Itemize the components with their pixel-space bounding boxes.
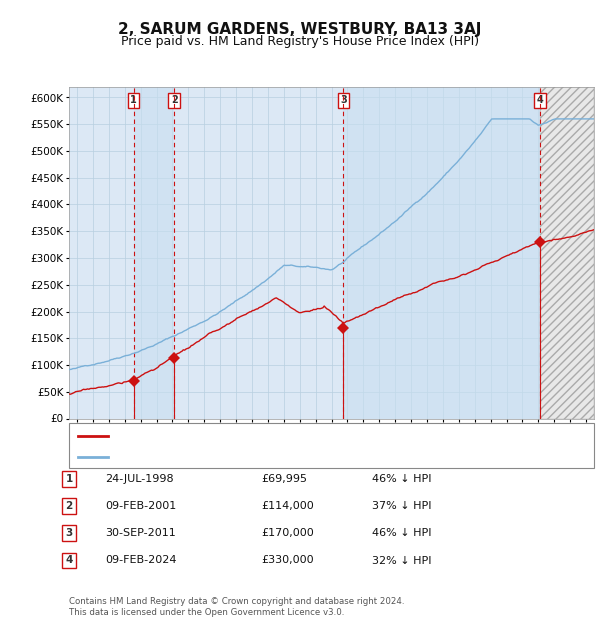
Text: 2: 2 [65, 501, 73, 511]
Text: HPI: Average price, detached house, Wiltshire: HPI: Average price, detached house, Wilt… [113, 452, 352, 462]
Text: Price paid vs. HM Land Registry's House Price Index (HPI): Price paid vs. HM Land Registry's House … [121, 35, 479, 48]
Text: 46% ↓ HPI: 46% ↓ HPI [372, 474, 431, 484]
Text: 1: 1 [65, 474, 73, 484]
Text: 2: 2 [171, 95, 178, 105]
Text: 24-JUL-1998: 24-JUL-1998 [105, 474, 173, 484]
Text: £170,000: £170,000 [261, 528, 314, 538]
Bar [134, 87, 174, 419]
Text: £330,000: £330,000 [261, 556, 314, 565]
Text: 4: 4 [536, 95, 544, 105]
Text: 2, SARUM GARDENS, WESTBURY, BA13 3AJ (detached house): 2, SARUM GARDENS, WESTBURY, BA13 3AJ (de… [113, 431, 431, 441]
Text: 09-FEB-2001: 09-FEB-2001 [105, 501, 176, 511]
Text: 30-SEP-2011: 30-SEP-2011 [105, 528, 176, 538]
Text: Contains HM Land Registry data © Crown copyright and database right 2024.
This d: Contains HM Land Registry data © Crown c… [69, 598, 404, 617]
Text: 3: 3 [340, 95, 347, 105]
Text: 1: 1 [130, 95, 137, 105]
Text: £114,000: £114,000 [261, 501, 314, 511]
Text: 32% ↓ HPI: 32% ↓ HPI [372, 556, 431, 565]
Text: 2, SARUM GARDENS, WESTBURY, BA13 3AJ: 2, SARUM GARDENS, WESTBURY, BA13 3AJ [118, 22, 482, 37]
Text: 09-FEB-2024: 09-FEB-2024 [105, 556, 176, 565]
Text: 3: 3 [65, 528, 73, 538]
Text: £69,995: £69,995 [261, 474, 307, 484]
Text: 4: 4 [65, 556, 73, 565]
Bar [343, 87, 540, 419]
Bar [540, 87, 594, 419]
Text: 37% ↓ HPI: 37% ↓ HPI [372, 501, 431, 511]
Text: 46% ↓ HPI: 46% ↓ HPI [372, 528, 431, 538]
